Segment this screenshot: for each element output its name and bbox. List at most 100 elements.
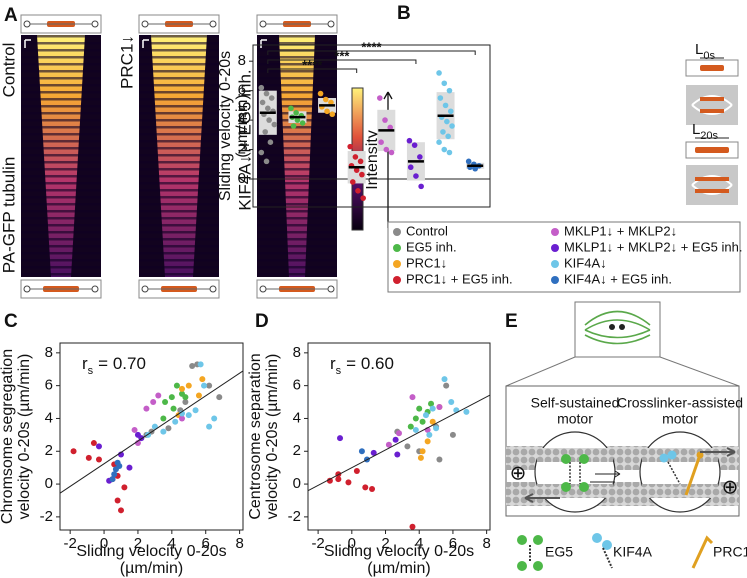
x-tick-label: -2 <box>63 535 76 552</box>
data-point <box>424 438 431 445</box>
scale-bar <box>142 39 149 48</box>
y-axis-label: velocity 0-20s (µm/min) <box>16 354 33 520</box>
y-tick-label: 6 <box>238 82 246 99</box>
stat-label: rs = 0.70 <box>82 354 146 376</box>
y-tick-label: 0 <box>238 170 246 187</box>
data-point <box>446 87 453 94</box>
panel-label: A <box>4 5 18 26</box>
data-point <box>288 105 294 112</box>
data-point <box>116 463 123 470</box>
data-point <box>267 139 274 145</box>
length-symbol: L <box>692 121 700 138</box>
legend-label: KIF4A↓ + EG5 inh. <box>564 271 672 286</box>
panel-label: D <box>255 311 269 332</box>
pole <box>141 285 149 293</box>
y-tick-label: 8 <box>45 344 53 361</box>
data-point <box>419 448 426 455</box>
x-axis-label: Sliding velocity 0-20s <box>76 543 226 560</box>
data-point <box>206 382 213 389</box>
schematic-bundle <box>700 109 724 113</box>
significance-label: *** <box>334 48 350 63</box>
x-tick-label: 2 <box>134 535 142 552</box>
data-point <box>182 394 189 401</box>
data-point <box>436 403 443 410</box>
y-tick-label: 4 <box>238 111 246 128</box>
panel-e-drawing: ⊕ ⊕ <box>505 301 740 571</box>
legend-marker <box>393 276 401 284</box>
stat-label: rs = 0.60 <box>330 354 394 376</box>
data-point <box>211 415 218 422</box>
schematic-bar <box>700 65 724 71</box>
data-point <box>407 164 414 171</box>
data-point <box>290 123 297 129</box>
data-point <box>440 129 446 135</box>
data-point <box>266 117 272 123</box>
kymograph-stripes <box>21 35 101 277</box>
data-point <box>206 423 213 430</box>
fit-line <box>59 370 244 494</box>
data-point <box>90 440 97 447</box>
data-point <box>258 149 265 156</box>
pole <box>327 20 335 28</box>
y-tick-label: 4 <box>293 409 301 426</box>
data-point <box>195 392 202 399</box>
data-point <box>472 165 478 172</box>
data-point <box>168 394 175 401</box>
data-point <box>406 137 413 144</box>
data-point <box>407 423 414 430</box>
data-point <box>172 418 179 425</box>
data-point <box>417 154 423 160</box>
y-axis-label: Chromsome segregation <box>0 349 16 524</box>
side-label: PA-GFP tubulin <box>0 157 18 274</box>
schematic-mt <box>691 95 733 115</box>
legend-marker <box>393 260 401 268</box>
pole <box>23 285 31 293</box>
stat-value: = 0.60 <box>346 354 394 373</box>
legend-marker <box>551 228 559 236</box>
pole <box>91 20 99 28</box>
data-point <box>412 426 419 433</box>
data-point <box>121 484 128 491</box>
data-point <box>347 143 353 150</box>
data-point <box>445 133 451 140</box>
data-point <box>199 376 206 383</box>
y-tick-label: 2 <box>238 141 246 158</box>
data-point <box>449 431 456 438</box>
data-point <box>388 149 395 156</box>
significance-bracket <box>267 50 476 55</box>
pole <box>259 285 267 293</box>
data-point <box>95 456 102 463</box>
data-point <box>352 154 359 160</box>
data-point <box>409 523 416 530</box>
data-point <box>349 179 356 185</box>
data-point <box>179 410 185 417</box>
length-label: L20s <box>692 121 719 142</box>
y-axis-label: (µm/min) <box>234 94 251 157</box>
legend-label: Control <box>406 223 448 238</box>
motor-title: Self-sustained <box>531 395 620 411</box>
panel-label: C <box>4 311 18 332</box>
data-point <box>412 415 419 422</box>
data-point <box>409 394 416 401</box>
data-point <box>263 158 270 165</box>
data-point <box>353 167 360 173</box>
data-point <box>201 382 208 389</box>
data-point <box>382 117 388 123</box>
data-point <box>126 464 133 471</box>
data-point <box>329 111 336 118</box>
data-point <box>428 400 435 407</box>
data-point <box>189 362 196 369</box>
data-point <box>328 99 334 106</box>
pole <box>209 20 217 28</box>
schematic-mt <box>691 175 733 195</box>
data-point <box>437 95 444 101</box>
data-point <box>369 485 376 492</box>
data-point <box>317 90 324 97</box>
schematic-bar <box>695 147 729 153</box>
stat-symbol: r <box>82 354 88 373</box>
legend-marker <box>551 260 559 268</box>
y-tick-label: 2 <box>293 442 301 459</box>
data-point <box>85 454 92 461</box>
significance-label: **** <box>302 57 323 72</box>
significance-label: **** <box>361 39 382 54</box>
